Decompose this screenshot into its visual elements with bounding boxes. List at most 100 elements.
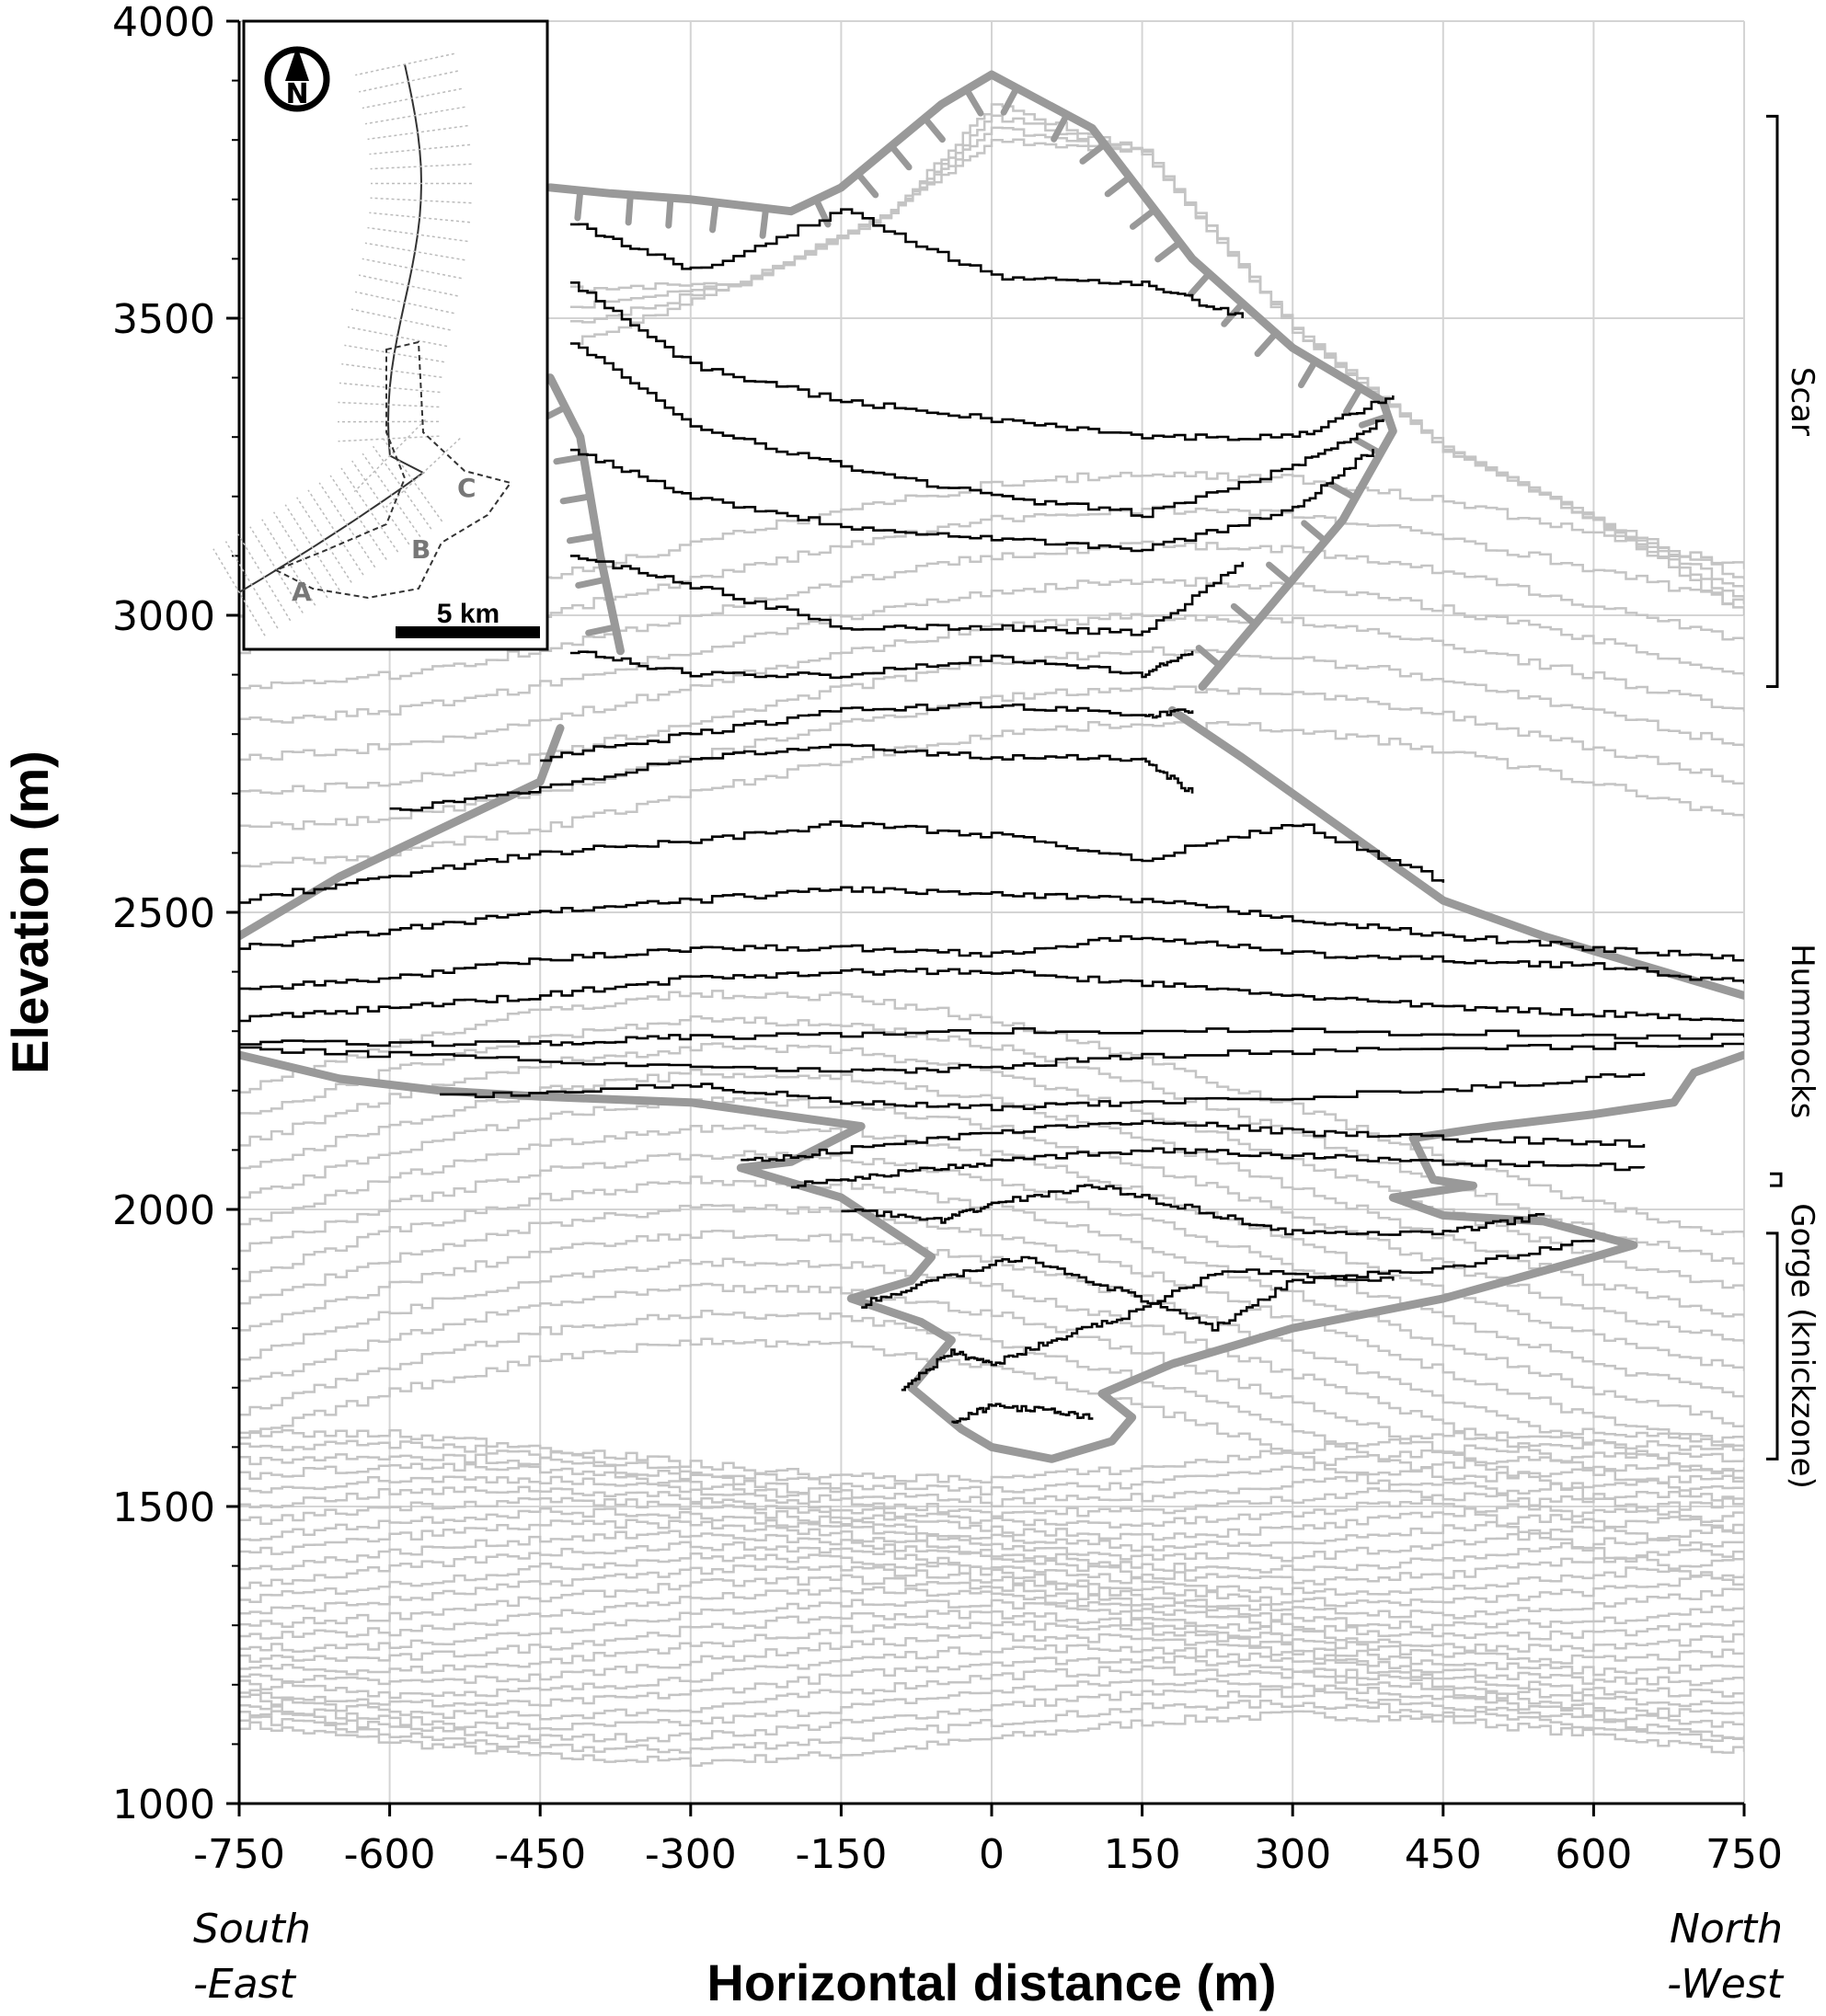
inset-profile-line [318,482,376,568]
north-label: N [285,78,308,110]
inset-profile-line [212,548,266,636]
y-tick-label: 1500 [112,1484,215,1531]
scar-hachure [759,204,770,239]
black-profile-10 [569,281,1395,441]
inset-label-c: C [457,473,477,503]
gray-profile-38 [239,1015,1744,1265]
inset-profile-line [372,445,432,530]
inset-profile-line [362,452,421,538]
scar-hachure [888,143,913,171]
x-tick-label: 150 [1104,1831,1181,1878]
inset-profile-line [261,519,316,606]
gray-scar-profile-3 [569,138,1744,615]
scar-hachure [585,624,619,636]
x-tick-label: -600 [344,1831,436,1878]
black-profile-16 [790,1147,1646,1189]
inset-profile-line [296,497,352,583]
y-tick-label: 2500 [112,890,215,937]
inset-profile-line [364,242,465,261]
gray-profile-5 [239,1655,1744,1708]
inset-label-a: A [292,577,312,607]
zone-label-1: Hummocks [1784,944,1820,1118]
inset-profile-line [383,438,443,522]
outline-hummocks-right [1167,705,1744,1000]
black-profile-17 [841,1184,1545,1236]
scar-hachure [855,170,879,199]
scar-hachure [625,191,634,226]
x-tick-label: -450 [494,1831,586,1878]
direction-left-line1: South [193,1906,311,1953]
inset-profile-line [367,226,468,243]
gray-profile-39 [239,990,1744,1238]
gray-profile-44 [239,577,1744,724]
gray-profile-2 [239,1688,1744,1743]
black-profile-15 [741,1119,1646,1163]
y-tick-label: 3500 [112,296,215,343]
gray-profile-1 [239,1699,1744,1754]
scar-hachure [1266,561,1293,586]
black-profile-14 [440,1072,1646,1112]
inset-profile-line [362,87,462,109]
y-tick-label: 2000 [112,1187,215,1234]
scar-hachure [1104,174,1133,198]
inset-profile-line [385,437,461,509]
gray-profile-40 [239,721,1744,868]
scar-hachure [709,199,719,234]
inset-profile-line [339,382,441,394]
gray-profile-18 [239,1507,1744,1563]
gray-profile-0 [239,1710,1744,1767]
outline-gorge [239,1050,1744,1463]
outline-hummocks-left [239,724,565,941]
gray-profile-33 [239,1150,1744,1398]
gray-profile-13 [239,1564,1744,1620]
inset-profile-line [284,504,340,591]
scar-hachure [559,493,594,505]
gray-profile-41 [239,685,1744,830]
zone-label-0: Scar [1784,367,1820,436]
inset-profile-line [355,52,454,76]
inset-profile-line [359,70,458,93]
y-tick-label: 3000 [112,593,215,640]
scar-hachure [665,194,674,229]
inset-profile-line [362,258,462,280]
scar-hachure [1254,329,1280,358]
inset-label-b: B [411,534,431,565]
inset-profile-line [370,163,472,170]
black-profile-0 [239,968,1744,1023]
inset-profile-line [353,418,427,493]
gray-profile-31 [239,1203,1744,1451]
inset-profile-line [344,344,444,363]
scar-hachure [1195,645,1223,670]
black-profile-4 [389,743,1194,812]
scar-hachure [1154,239,1183,263]
black-profile-5 [540,702,1194,762]
x-tick-label: 750 [1705,1831,1783,1878]
gray-profile-29 [239,1257,1744,1506]
gray-profile-11 [239,1586,1744,1641]
gray-profile-6 [239,1644,1744,1700]
inset-profile-line [351,460,410,545]
black-profile-11 [569,208,1244,318]
scar-hachure [1230,602,1258,628]
gray-profile-3 [239,1678,1744,1731]
gray-profile-42 [239,646,1744,795]
black-profile-20 [951,1403,1094,1424]
gray-profile-45 [239,540,1744,690]
zone-bracket-0 [1766,114,1779,689]
gray-profile-23 [239,1451,1744,1507]
north-arrow-icon: N [264,46,330,112]
inset-profile-line [350,308,451,331]
gray-profile-10 [239,1598,1744,1653]
gray-profile-24 [239,1439,1744,1496]
x-tick-label: -750 [193,1831,285,1878]
black-profile-lines [239,208,1744,1424]
axis-ticks: -750 -600 -450 -300 -150 0 150 300 450 600 750 1000… [112,0,1783,1878]
x-tick-label: 300 [1254,1831,1331,1878]
gray-profile-26 [239,1337,1744,1586]
inset-profile-line [358,274,458,297]
scar-hachure [963,86,984,117]
scar-hachure [1352,436,1384,457]
scar-hachure [1301,520,1329,544]
inset-profile-line [369,212,470,223]
